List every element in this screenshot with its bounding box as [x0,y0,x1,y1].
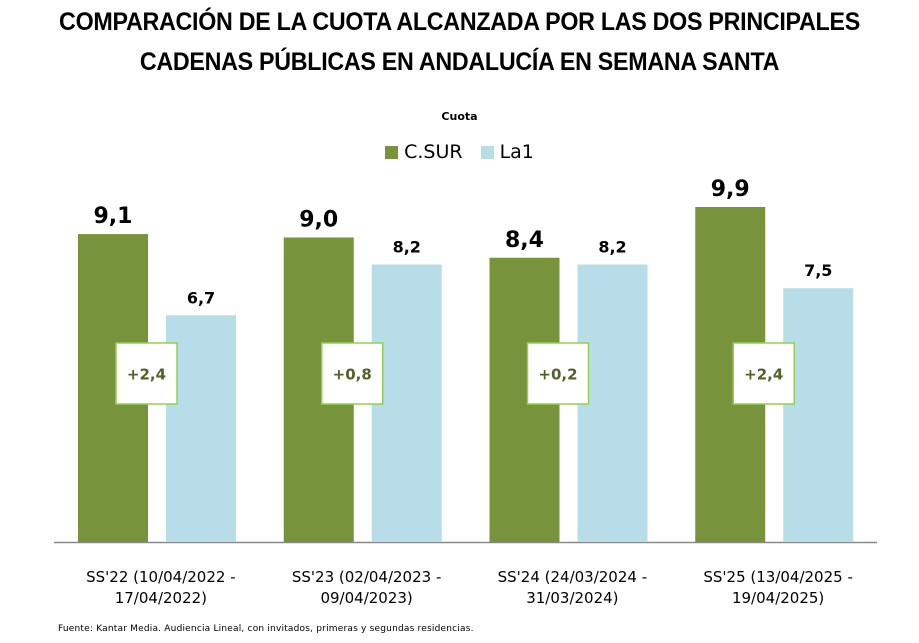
chart-title-line-1: COMPARACIÓN DE LA CUOTA ALCANZADA POR LA… [59,8,860,36]
difference-box-1 [115,342,178,405]
x-tick-label-3-line-2: 31/03/2024) [526,589,618,607]
data-label-la1-3: 8,2 [598,238,626,257]
x-tick-label-1-line-1: SS'22 (10/04/2022 - [86,568,236,586]
difference-label-2: +0,8 [333,366,372,384]
x-tick-label-2-line-1: SS'23 (02/04/2023 - [292,568,442,586]
legend-swatch-csur [385,145,399,159]
data-label-la1-1: 6,7 [187,288,215,307]
data-label-la1-2: 8,2 [393,238,421,257]
source-note: Fuente: Kantar Media. Audiencia Lineal, … [58,624,474,634]
legend-item-la1: La1 [480,141,534,163]
data-label-csur-1: 9,1 [94,204,133,229]
legend-item-csur: C.SUR [385,141,463,163]
legend: C.SUR La1 [0,141,919,163]
x-tick-label-3-line-1: SS'24 (24/03/2024 - [498,568,648,586]
data-label-csur-3: 8,4 [505,228,544,253]
difference-label-4: +2,4 [744,366,783,384]
data-label-csur-2: 9,0 [299,207,338,232]
chart-title-line-2: CADENAS PÚBLICAS EN ANDALUCÍA EN SEMANA … [139,48,780,76]
x-tick-label-2-line-2: 09/04/2023) [320,589,412,607]
x-tick-label-4-line-1: SS'25 (13/04/2025 - [703,568,853,586]
difference-box-2 [321,342,384,405]
legend-swatch-la1 [480,145,494,159]
difference-label-3: +0,2 [538,366,577,384]
chart-subtitle: Cuota [441,110,478,123]
difference-box-3 [526,342,590,405]
x-tick-label-4-line-2: 19/04/2025) [732,589,824,607]
legend-label-la1: La1 [499,141,534,163]
bar-la1-4 [783,288,854,542]
x-tick-label-1-line-2: 17/04/2022) [115,589,207,607]
difference-label-1: +2,4 [127,366,166,384]
data-label-la1-4: 7,5 [804,261,832,280]
legend-label-csur: C.SUR [404,141,463,163]
data-label-csur-4: 9,9 [711,177,750,202]
difference-box-4 [732,342,795,405]
